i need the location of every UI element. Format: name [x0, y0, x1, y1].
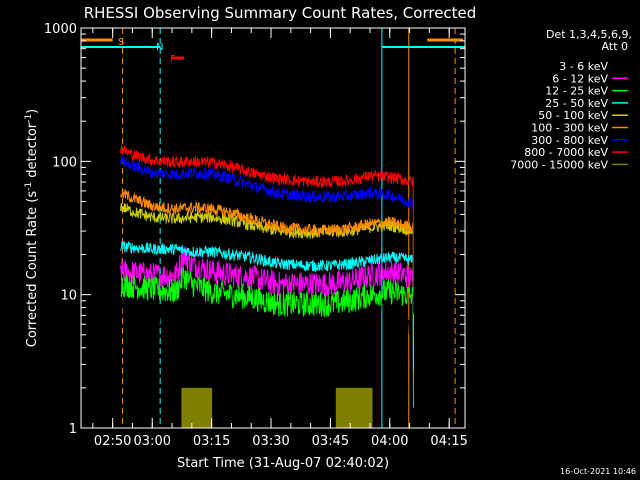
y-axis-label-part-3: ) — [25, 109, 40, 114]
x-tick-label: 03:45 — [312, 434, 349, 449]
y-axis-label-sup-2: -1 — [24, 114, 34, 123]
y-tick-label: 10 — [60, 289, 77, 304]
legend-label: 7000 - 15000 keV — [510, 158, 608, 171]
x-tick-label: 02:50 — [94, 434, 131, 449]
series-line — [120, 246, 414, 390]
series-line — [120, 203, 414, 341]
series-4 — [120, 203, 414, 341]
series-3 — [120, 240, 414, 371]
y-tick-label: 1 — [69, 422, 77, 437]
series-2 — [120, 267, 414, 408]
legend-label: 25 - 50 keV — [545, 97, 608, 110]
footer-date: 16-Oct-2021 10:46 — [560, 467, 636, 476]
y-axis-label-part-2: detector — [25, 122, 40, 182]
series-6 — [120, 155, 414, 314]
legend-header-line-2: Att 0 — [602, 40, 628, 53]
x-tick-label: 03:30 — [252, 434, 289, 449]
series-line — [120, 267, 414, 408]
series-line — [120, 155, 414, 314]
legend-label: 3 - 6 keV — [559, 60, 608, 73]
plot-frame — [80, 27, 466, 429]
legend-label: 50 - 100 keV — [538, 109, 608, 122]
y-tick-label: 1000 — [44, 22, 77, 37]
series-5 — [120, 188, 414, 338]
legend-label: 6 - 12 keV — [552, 72, 608, 85]
x-tick-label: 03:15 — [193, 434, 230, 449]
axes: 1 10 100 1000 02:50 03:00 03:15 03:30 03:45 04:00… — [44, 22, 468, 449]
annotation-f: F — [170, 54, 176, 65]
x-axis-label: Start Time (31-Aug-07 02:40:02) — [177, 456, 389, 471]
series-line — [120, 240, 414, 371]
legend-label: 800 - 7000 keV — [524, 146, 608, 159]
annotation-n: N — [156, 42, 163, 53]
y-axis-label-sup-1: -1 — [24, 182, 34, 191]
y-tick-label: 100 — [52, 155, 77, 170]
series-line — [335, 387, 373, 428]
y-axis-label: Corrected Count Rate (s-1 detector-1) — [24, 109, 40, 347]
series-line — [181, 387, 213, 428]
legend-header-line-1: Det 1,3,4,5,6,9, — [546, 28, 632, 41]
legend-label: 12 - 25 keV — [545, 85, 608, 98]
annotation-s: S — [118, 37, 124, 48]
series-8 — [181, 387, 373, 428]
x-tick-label: 03:00 — [134, 434, 171, 449]
series-line — [120, 188, 414, 338]
legend-label: 100 - 300 keV — [531, 122, 608, 135]
plot-area: S NF — [80, 28, 465, 429]
series-7 — [120, 145, 414, 292]
series-line — [120, 145, 414, 292]
chart-title: RHESSI Observing Summary Count Rates, Co… — [84, 4, 477, 22]
x-tick-label: 04:00 — [371, 434, 408, 449]
series-0 — [120, 270, 414, 429]
series-1 — [120, 246, 414, 390]
y-axis-label-part-1: Corrected Count Rate (s — [25, 191, 40, 348]
series-line — [120, 270, 414, 429]
x-tick-label: 04:15 — [430, 434, 467, 449]
legend-label: 300 - 800 keV — [531, 134, 608, 147]
